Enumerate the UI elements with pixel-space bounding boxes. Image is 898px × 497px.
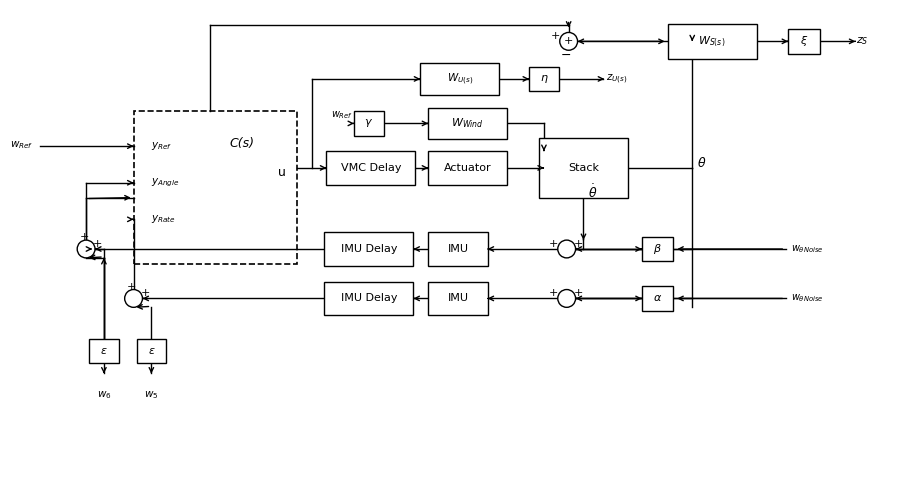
- Text: $\varepsilon$: $\varepsilon$: [147, 346, 155, 356]
- Bar: [324, 232, 413, 266]
- Text: +: +: [550, 239, 559, 249]
- Text: +: +: [551, 31, 560, 41]
- Text: $\theta$: $\theta$: [697, 156, 707, 170]
- Text: IMU: IMU: [447, 293, 469, 304]
- Bar: [89, 339, 119, 363]
- Circle shape: [77, 240, 95, 258]
- Text: +: +: [141, 288, 150, 299]
- Bar: [539, 138, 628, 198]
- Bar: [420, 63, 499, 95]
- Text: +: +: [564, 36, 573, 46]
- Text: $z_S$: $z_S$: [857, 35, 869, 47]
- Bar: [326, 151, 416, 185]
- Text: $w_{\theta Noise}$: $w_{\theta Noise}$: [791, 243, 823, 255]
- Text: −: −: [560, 49, 571, 62]
- Text: $w_6$: $w_6$: [97, 390, 111, 401]
- Circle shape: [559, 32, 577, 50]
- Bar: [667, 24, 756, 59]
- Circle shape: [125, 290, 143, 307]
- Text: +: +: [93, 239, 102, 249]
- Bar: [136, 339, 166, 363]
- Bar: [428, 282, 488, 315]
- Bar: [642, 286, 674, 311]
- Text: $y_{Ref}$: $y_{Ref}$: [152, 140, 172, 152]
- Circle shape: [558, 240, 576, 258]
- Text: $y_{Angle}$: $y_{Angle}$: [152, 176, 180, 189]
- Text: IMU: IMU: [447, 244, 469, 254]
- Text: $\alpha$: $\alpha$: [653, 293, 662, 304]
- Bar: [324, 282, 413, 315]
- Text: $\gamma$: $\gamma$: [365, 117, 374, 129]
- Text: Stack: Stack: [568, 163, 599, 173]
- Text: IMU Delay: IMU Delay: [340, 293, 397, 304]
- Text: $\xi$: $\xi$: [800, 34, 808, 48]
- Text: $\eta$: $\eta$: [540, 73, 549, 85]
- Text: +: +: [127, 282, 136, 292]
- Text: VMC Delay: VMC Delay: [340, 163, 401, 173]
- Text: $W_{Wind}$: $W_{Wind}$: [452, 116, 484, 130]
- Text: +: +: [79, 232, 89, 242]
- Text: +: +: [574, 288, 583, 299]
- Text: $w_{Ref}$: $w_{Ref}$: [10, 139, 33, 151]
- Text: Actuator: Actuator: [444, 163, 491, 173]
- Text: $\dot{\theta}$: $\dot{\theta}$: [588, 184, 598, 201]
- Text: u: u: [278, 166, 286, 179]
- Text: $W_{S(s)}$: $W_{S(s)}$: [699, 34, 726, 49]
- Text: $W_{U(s)}$: $W_{U(s)}$: [446, 71, 473, 86]
- Text: $w_{\theta Noise}$: $w_{\theta Noise}$: [791, 293, 823, 304]
- Circle shape: [558, 290, 576, 307]
- Bar: [529, 67, 559, 91]
- Bar: [428, 232, 488, 266]
- Bar: [642, 237, 674, 261]
- Bar: [428, 151, 507, 185]
- Bar: [134, 111, 296, 264]
- Text: $y_{Rate}$: $y_{Rate}$: [152, 213, 176, 225]
- Text: $w_{Ref}$: $w_{Ref}$: [331, 110, 354, 121]
- Bar: [354, 110, 383, 136]
- Text: $z_{U(s)}$: $z_{U(s)}$: [606, 72, 628, 85]
- Text: $\beta$: $\beta$: [653, 242, 662, 256]
- Text: C(s): C(s): [230, 137, 255, 150]
- Text: +: +: [574, 239, 583, 249]
- Bar: [428, 107, 507, 139]
- Text: $w_5$: $w_5$: [145, 390, 159, 401]
- Text: IMU Delay: IMU Delay: [340, 244, 397, 254]
- Text: $\varepsilon$: $\varepsilon$: [100, 346, 108, 356]
- Text: +: +: [550, 288, 559, 299]
- Bar: [788, 29, 820, 54]
